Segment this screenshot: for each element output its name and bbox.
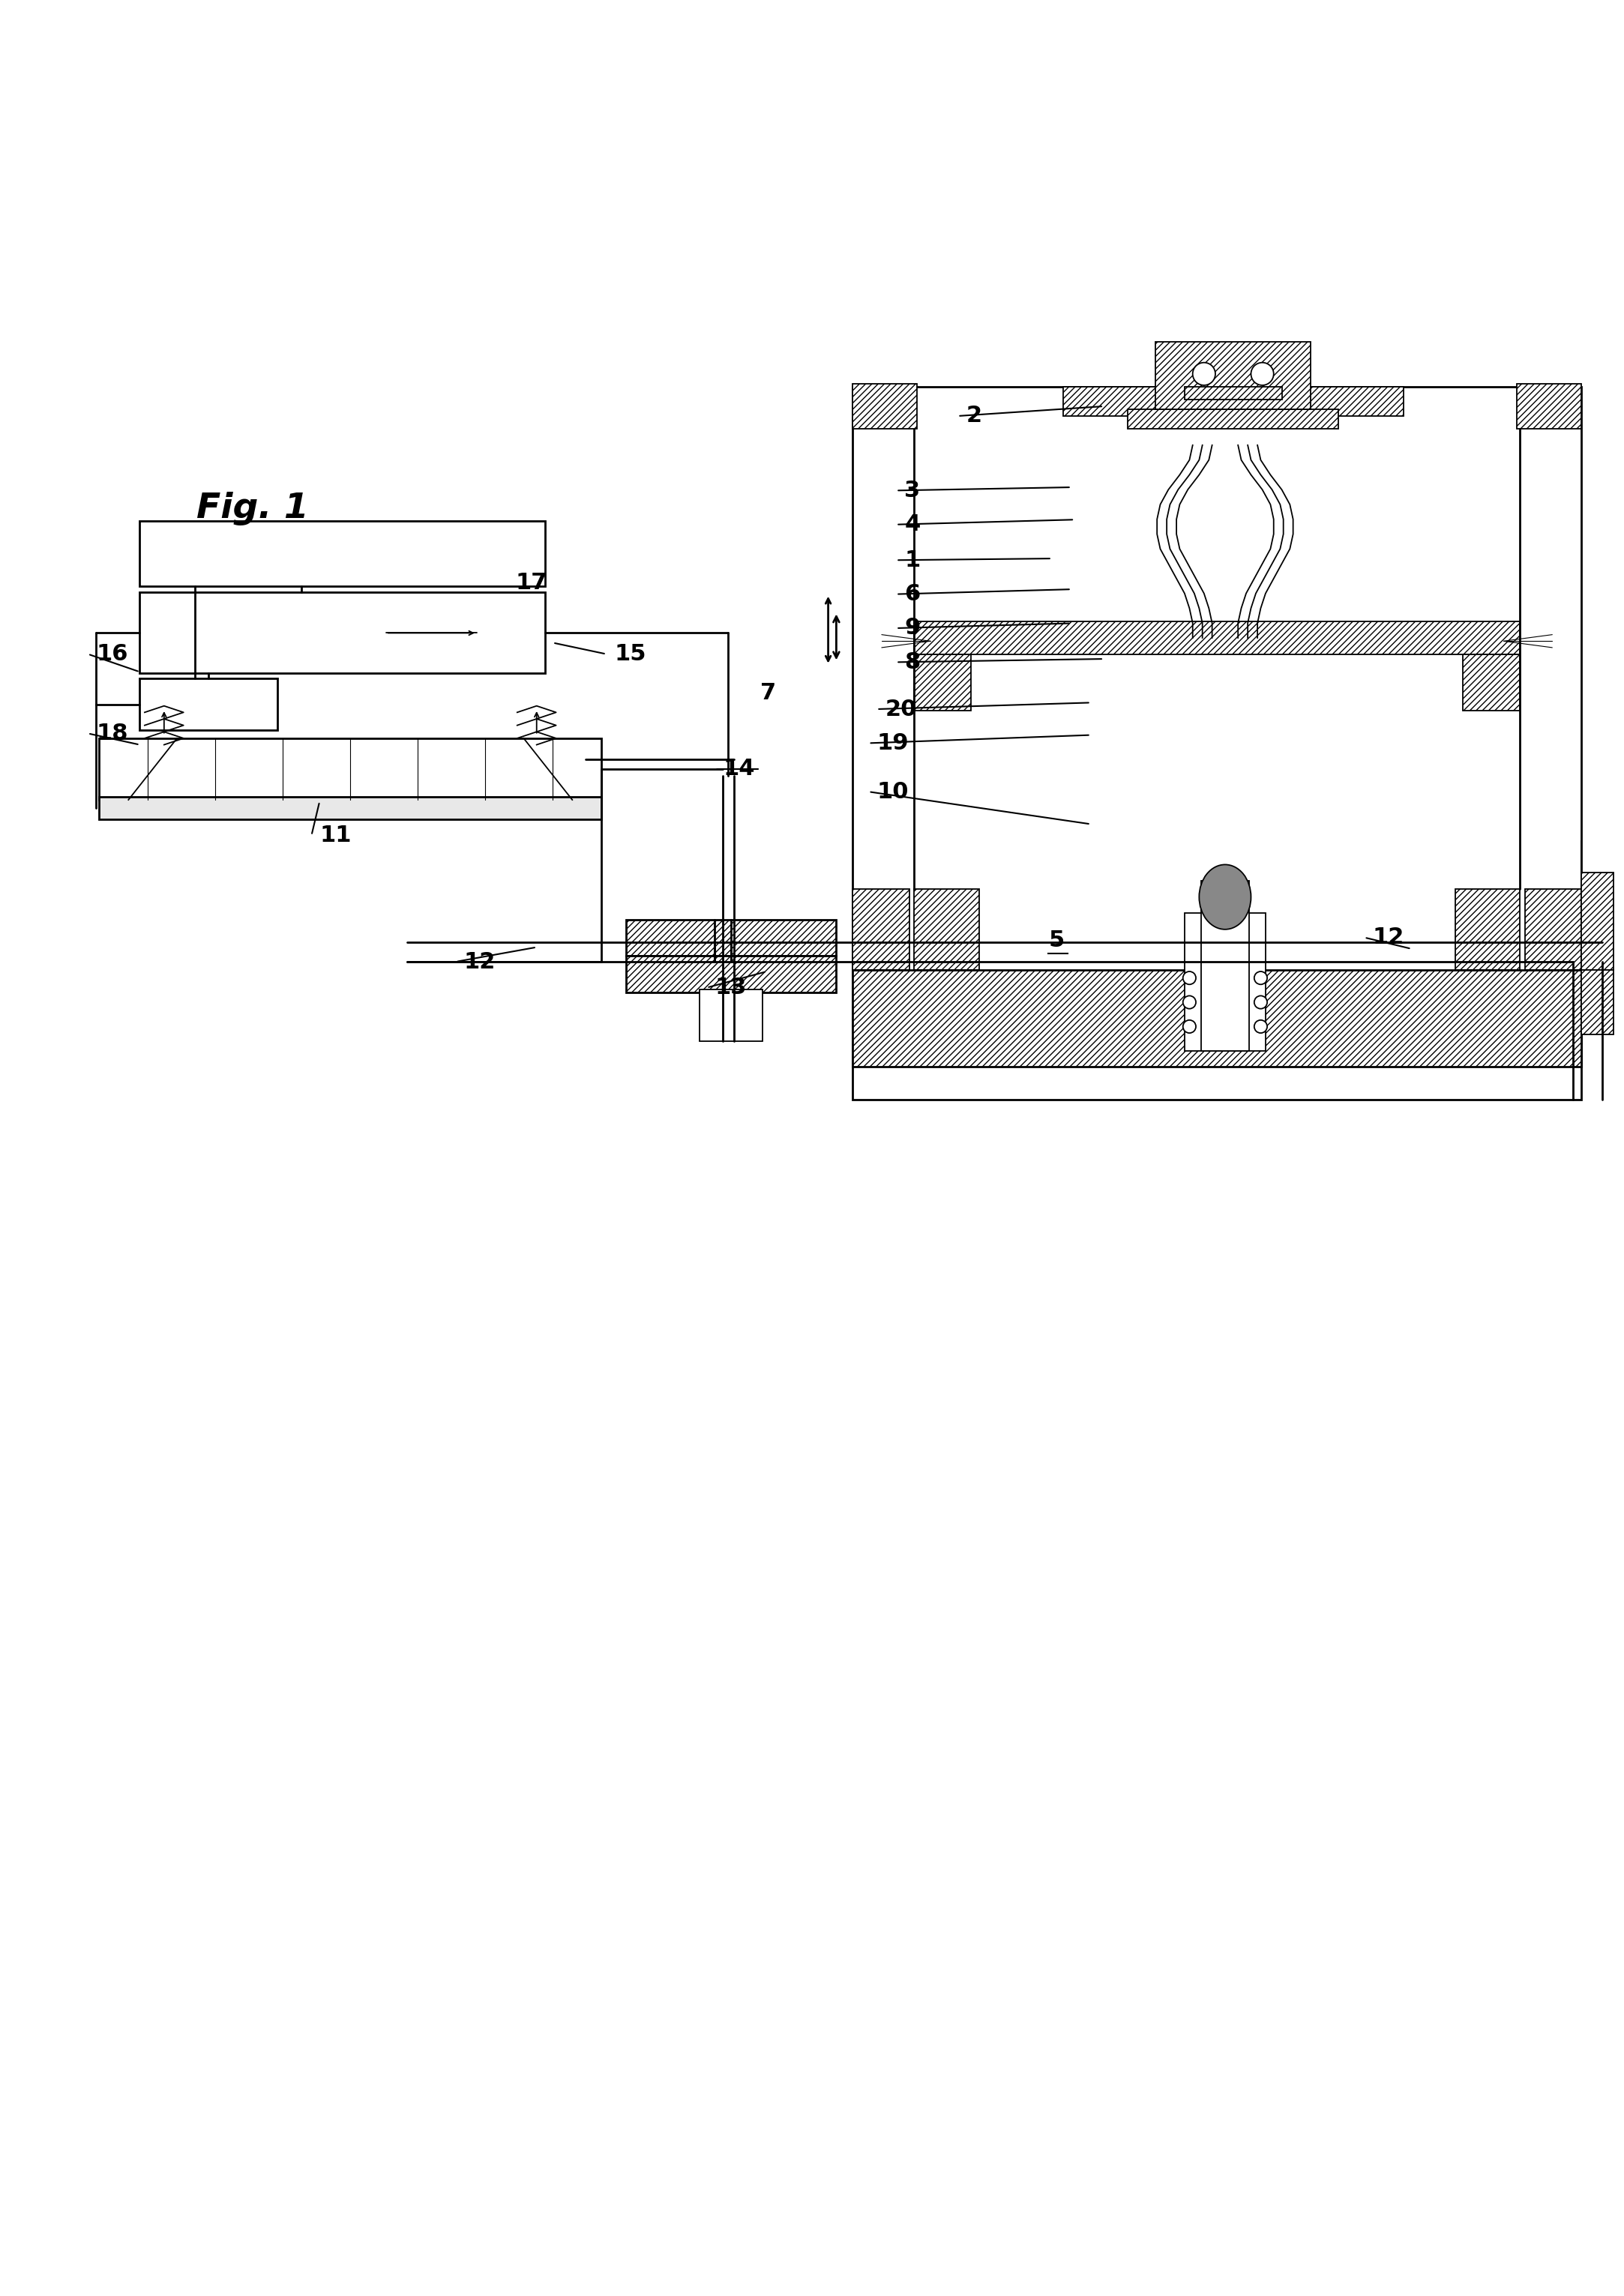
Bar: [1463, 654, 1520, 712]
Bar: [1582, 872, 1614, 969]
Text: 12: 12: [1372, 928, 1405, 948]
Bar: [914, 622, 1520, 654]
Text: 7: 7: [760, 682, 776, 705]
Text: 14: 14: [723, 758, 755, 781]
Ellipse shape: [1199, 866, 1250, 930]
Text: 20: 20: [885, 698, 916, 721]
Text: 12: 12: [464, 951, 495, 974]
Text: Fig. 1: Fig. 1: [197, 491, 309, 526]
Circle shape: [1192, 363, 1215, 386]
Text: 1: 1: [905, 549, 921, 572]
Bar: [1525, 889, 1582, 969]
Text: 18: 18: [96, 723, 128, 744]
Text: 11: 11: [320, 824, 351, 847]
Bar: [1582, 969, 1614, 1035]
Polygon shape: [400, 602, 464, 666]
Text: 17: 17: [515, 572, 547, 595]
Bar: [853, 969, 1582, 1068]
Text: 8: 8: [905, 652, 921, 673]
Text: 6: 6: [905, 583, 921, 606]
Bar: [1184, 914, 1265, 1052]
Bar: [1517, 383, 1582, 429]
Bar: [914, 889, 979, 969]
Text: 4: 4: [905, 514, 921, 535]
Circle shape: [1182, 971, 1195, 985]
Bar: [700, 990, 763, 1040]
Bar: [625, 921, 836, 955]
Bar: [853, 386, 1582, 1100]
Bar: [140, 677, 278, 730]
Text: 13: 13: [715, 976, 747, 999]
Circle shape: [1254, 1019, 1267, 1033]
Bar: [1184, 386, 1281, 400]
Text: 2: 2: [966, 404, 983, 427]
Text: 5: 5: [1049, 930, 1064, 951]
Text: 3: 3: [905, 480, 921, 501]
Bar: [1455, 889, 1520, 969]
Circle shape: [1254, 971, 1267, 985]
Bar: [99, 797, 601, 820]
Circle shape: [1254, 996, 1267, 1008]
Text: 10: 10: [877, 781, 909, 804]
Text: 16: 16: [96, 643, 128, 666]
Bar: [625, 955, 836, 992]
Bar: [1064, 386, 1403, 416]
Bar: [1127, 409, 1338, 429]
Bar: [1200, 882, 1249, 1052]
Text: 19: 19: [877, 732, 909, 753]
Circle shape: [1250, 363, 1273, 386]
Circle shape: [1182, 1019, 1195, 1033]
Bar: [140, 592, 544, 673]
Bar: [853, 889, 909, 969]
Text: 9: 9: [905, 618, 921, 638]
Bar: [140, 521, 544, 585]
Bar: [99, 739, 601, 799]
Circle shape: [1182, 996, 1195, 1008]
Bar: [853, 383, 918, 429]
Bar: [1155, 342, 1311, 409]
Bar: [914, 654, 971, 712]
Text: 15: 15: [614, 643, 646, 666]
